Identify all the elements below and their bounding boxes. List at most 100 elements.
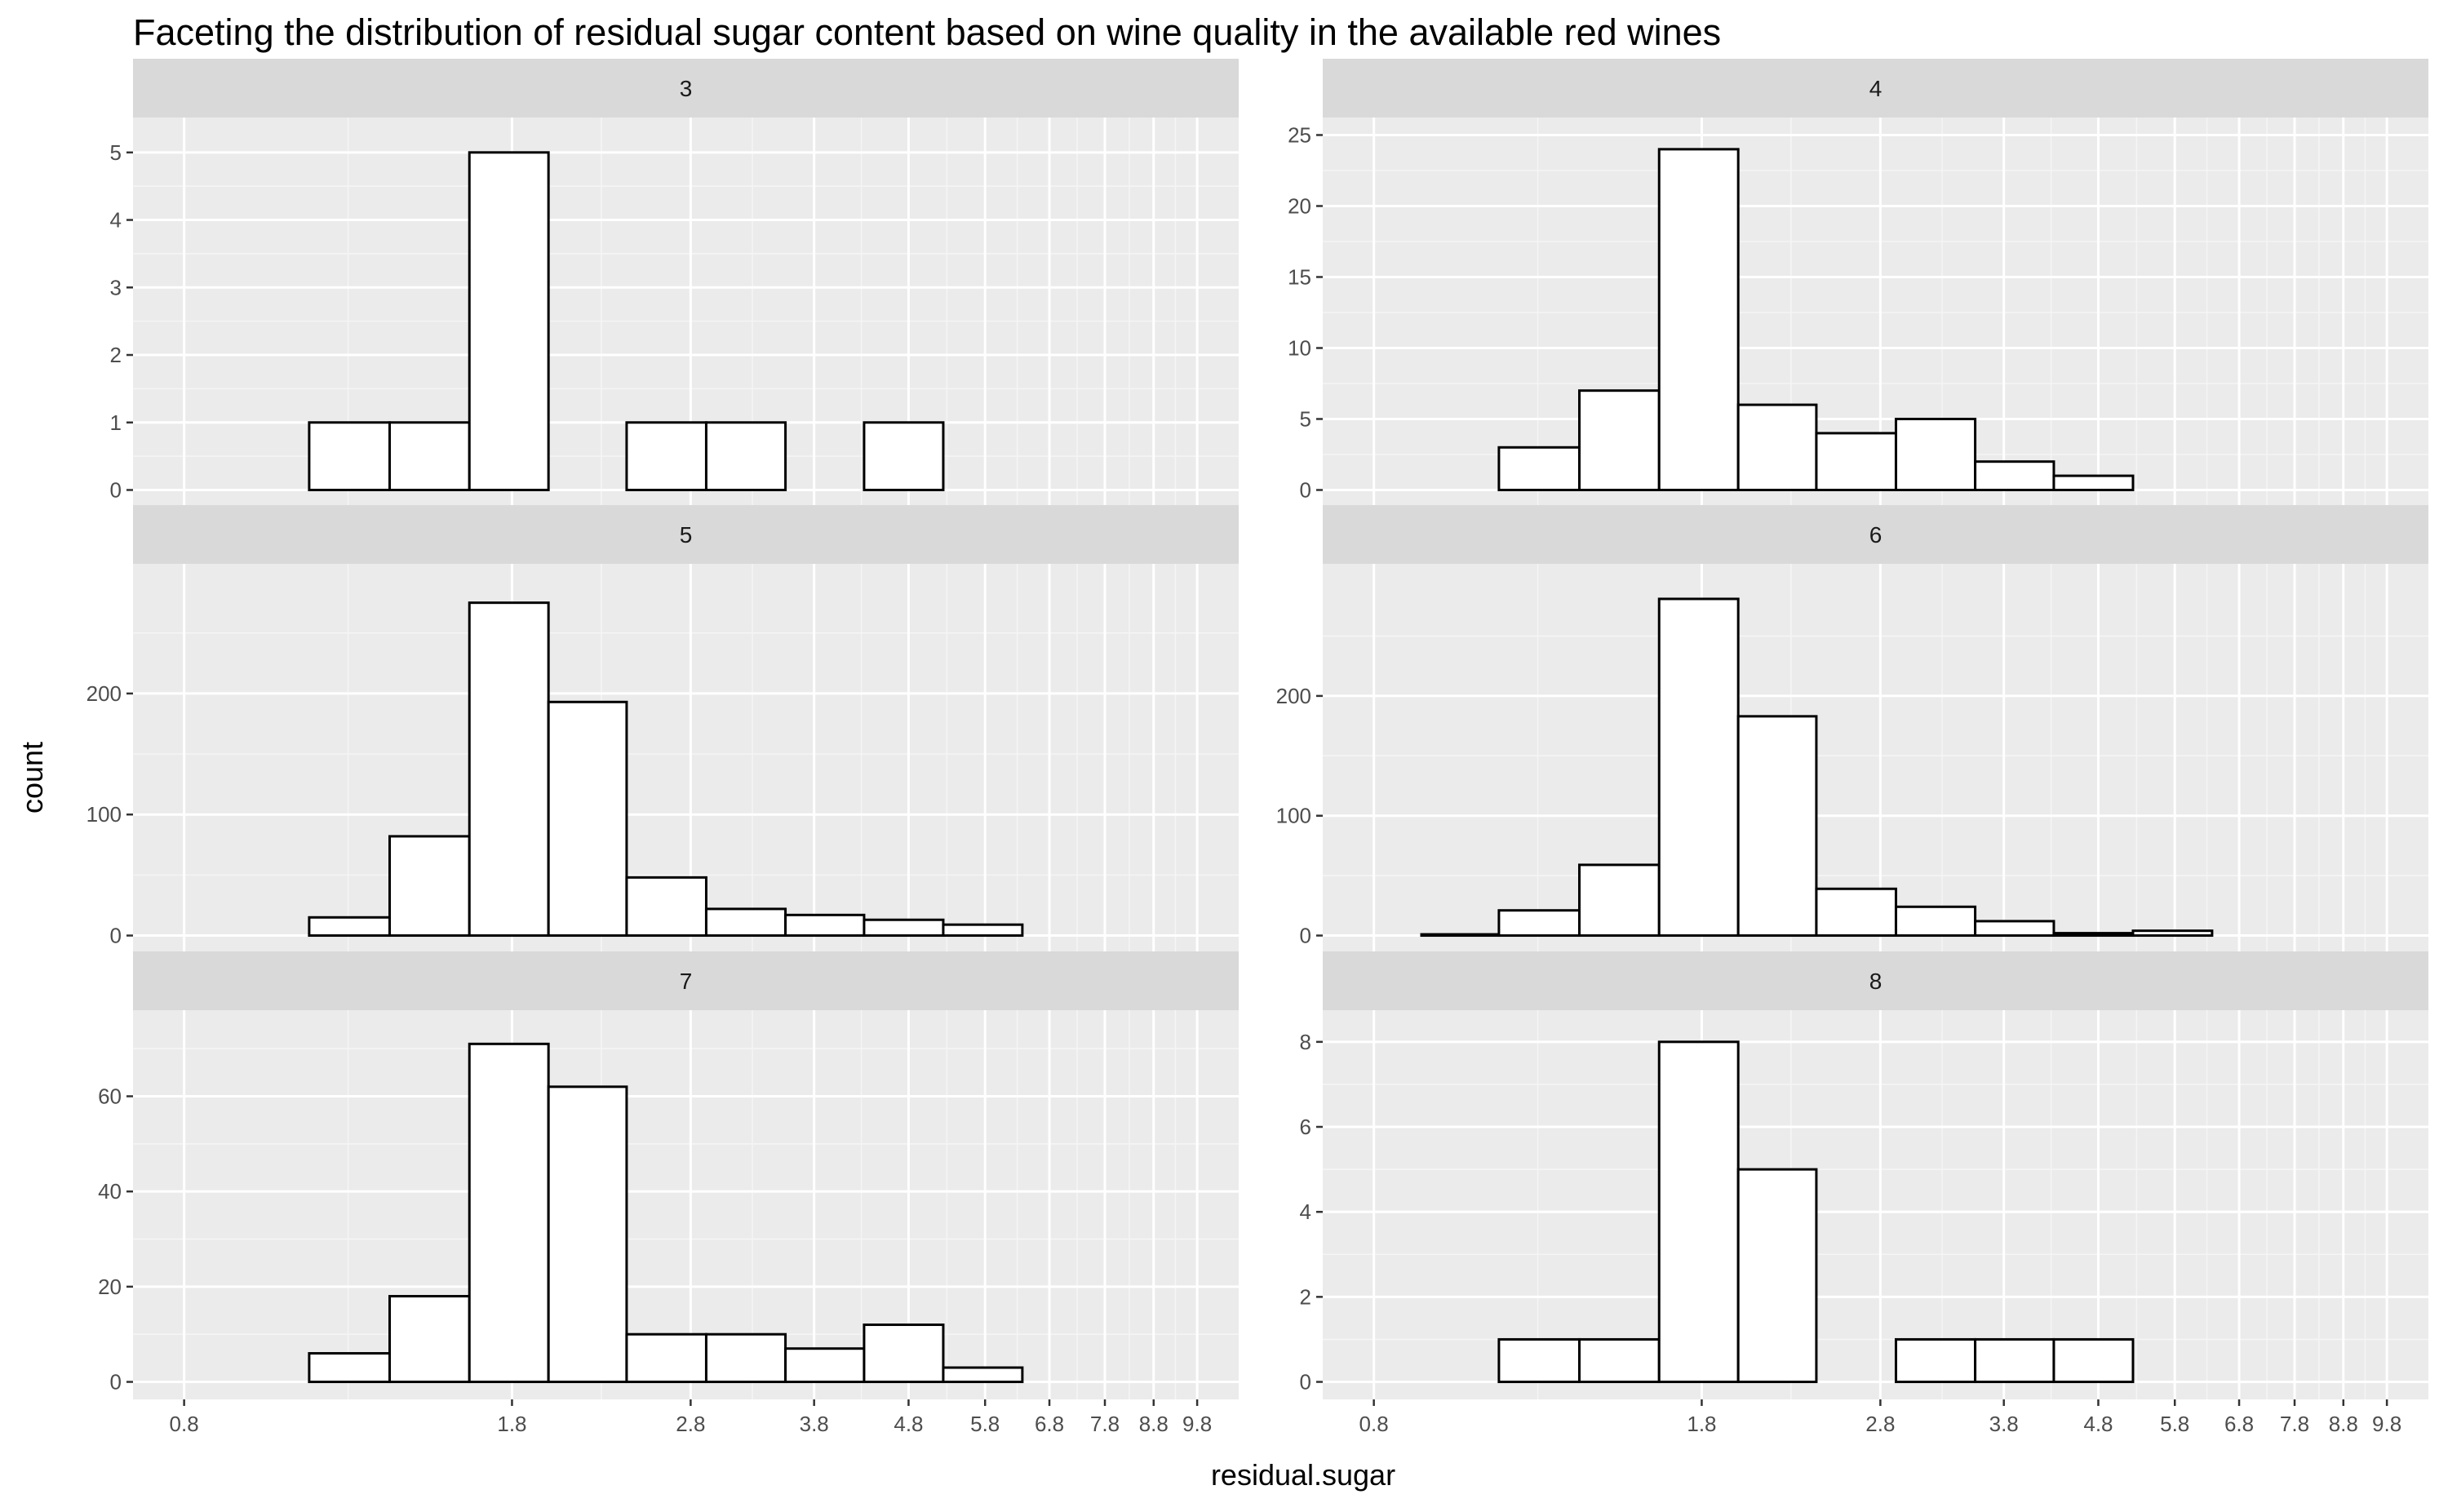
y-tick-label: 0 xyxy=(110,924,122,948)
histogram-bar xyxy=(1578,863,1661,938)
histogram-bar xyxy=(704,421,787,491)
x-tick-label: 9.8 xyxy=(2372,1412,2401,1436)
histogram-bar xyxy=(547,700,628,938)
histogram-bar xyxy=(1894,417,1977,491)
x-tick-label: 3.8 xyxy=(800,1412,829,1436)
histogram-bar xyxy=(388,835,471,938)
y-tick-label: 10 xyxy=(1288,335,1311,360)
histogram-bar xyxy=(308,421,392,491)
histogram-bar xyxy=(625,421,707,491)
x-tick-label: 7.8 xyxy=(1090,1412,1120,1436)
histogram-bar xyxy=(1815,887,1897,938)
histogram-bar xyxy=(1974,460,2056,491)
y-tick-label: 20 xyxy=(1288,193,1311,218)
histogram-bar xyxy=(1420,933,1501,938)
histogram-bar xyxy=(1736,403,1818,491)
histogram-bar xyxy=(1497,909,1581,938)
histogram-bar xyxy=(2052,1337,2135,1384)
y-tick-label: 8 xyxy=(1300,1030,1311,1054)
facet-strip xyxy=(133,59,1239,118)
x-tick-label: 8.8 xyxy=(1139,1412,1169,1436)
y-tick-label: 0 xyxy=(1300,477,1311,502)
histogram-bar xyxy=(863,421,945,491)
histogram-bar xyxy=(547,1085,628,1384)
y-tick-label: 0 xyxy=(110,477,122,502)
y-tick-label: 1 xyxy=(110,410,122,435)
x-tick-label: 1.8 xyxy=(1687,1412,1716,1436)
histogram-bar xyxy=(1497,446,1581,491)
histogram-bar xyxy=(1974,920,2056,938)
histogram-bar xyxy=(704,1332,787,1384)
histogram-bar xyxy=(1974,1337,2056,1384)
x-tick-label: 5.8 xyxy=(2160,1412,2189,1436)
x-tick-label: 4.8 xyxy=(894,1412,923,1436)
y-tick-label: 6 xyxy=(1300,1115,1311,1139)
facet-label: 8 xyxy=(1869,969,1883,994)
histogram-bar xyxy=(625,1332,707,1384)
x-tick-label: 7.8 xyxy=(2280,1412,2309,1436)
x-tick-label: 9.8 xyxy=(1182,1412,1212,1436)
histogram-bar xyxy=(1815,432,1897,491)
histogram-bar xyxy=(784,913,866,938)
facet-label: 6 xyxy=(1869,522,1883,548)
facet-strip xyxy=(133,951,1239,1010)
histogram-bar xyxy=(388,421,471,491)
histogram-bar xyxy=(1657,1040,1740,1384)
y-tick-label: 200 xyxy=(1276,684,1311,708)
histogram-bar xyxy=(1736,1168,1818,1384)
y-tick-label: 4 xyxy=(110,208,122,233)
histogram-bar xyxy=(863,1324,945,1384)
x-tick-label: 8.8 xyxy=(2329,1412,2358,1436)
y-tick-label: 100 xyxy=(1276,804,1311,828)
y-tick-label: 0 xyxy=(1300,1370,1311,1394)
x-tick-label: 5.8 xyxy=(970,1412,1000,1436)
histogram-bar xyxy=(1894,905,1977,938)
x-tick-label: 6.8 xyxy=(1035,1412,1064,1436)
y-tick-label: 200 xyxy=(86,681,122,706)
x-axis-label: residual.sugar xyxy=(1211,1458,1395,1492)
histogram-bar xyxy=(468,601,550,938)
histogram-bar xyxy=(704,907,787,938)
y-tick-label: 100 xyxy=(86,802,122,827)
y-tick-label: 20 xyxy=(98,1275,122,1299)
histogram-bar xyxy=(2052,932,2135,938)
y-tick-label: 3 xyxy=(110,275,122,299)
y-tick-label: 0 xyxy=(110,1370,122,1394)
x-tick-label: 2.8 xyxy=(1865,1412,1895,1436)
histogram-bar xyxy=(942,923,1024,938)
x-tick-label: 0.8 xyxy=(170,1412,199,1436)
histogram-bar xyxy=(863,918,945,938)
facet-strip xyxy=(1323,505,2428,564)
histogram-bar xyxy=(1578,389,1661,491)
histogram-bar xyxy=(308,916,392,938)
histogram-bar xyxy=(468,151,550,491)
chart-title: Faceting the distribution of residual su… xyxy=(133,11,1722,53)
facet-label: 3 xyxy=(680,76,693,101)
facet-label: 4 xyxy=(1869,76,1883,101)
x-tick-label: 0.8 xyxy=(1359,1412,1389,1436)
y-tick-label: 2 xyxy=(1300,1284,1311,1309)
histogram-bar xyxy=(942,1366,1024,1384)
panel-background xyxy=(1323,1010,2428,1399)
histogram-bar xyxy=(1736,715,1818,938)
y-tick-label: 5 xyxy=(110,140,122,165)
x-tick-label: 6.8 xyxy=(2224,1412,2254,1436)
histogram-bar xyxy=(2131,929,2214,938)
y-tick-label: 15 xyxy=(1288,264,1311,289)
histogram-bar xyxy=(1894,1337,1977,1384)
facet-strip xyxy=(133,505,1239,564)
facet-label: 7 xyxy=(680,969,693,994)
histogram-bar xyxy=(1497,1337,1581,1384)
y-tick-label: 4 xyxy=(1300,1199,1311,1224)
y-tick-label: 60 xyxy=(98,1084,122,1109)
histogram-bar xyxy=(1578,1337,1661,1384)
x-tick-label: 1.8 xyxy=(497,1412,526,1436)
histogram-bar xyxy=(625,876,707,938)
histogram-bar xyxy=(388,1295,471,1384)
x-tick-label: 4.8 xyxy=(2083,1412,2113,1436)
histogram-bar xyxy=(468,1042,550,1384)
x-tick-label: 2.8 xyxy=(676,1412,705,1436)
y-tick-label: 40 xyxy=(98,1179,122,1204)
histogram-bar xyxy=(308,1352,392,1384)
